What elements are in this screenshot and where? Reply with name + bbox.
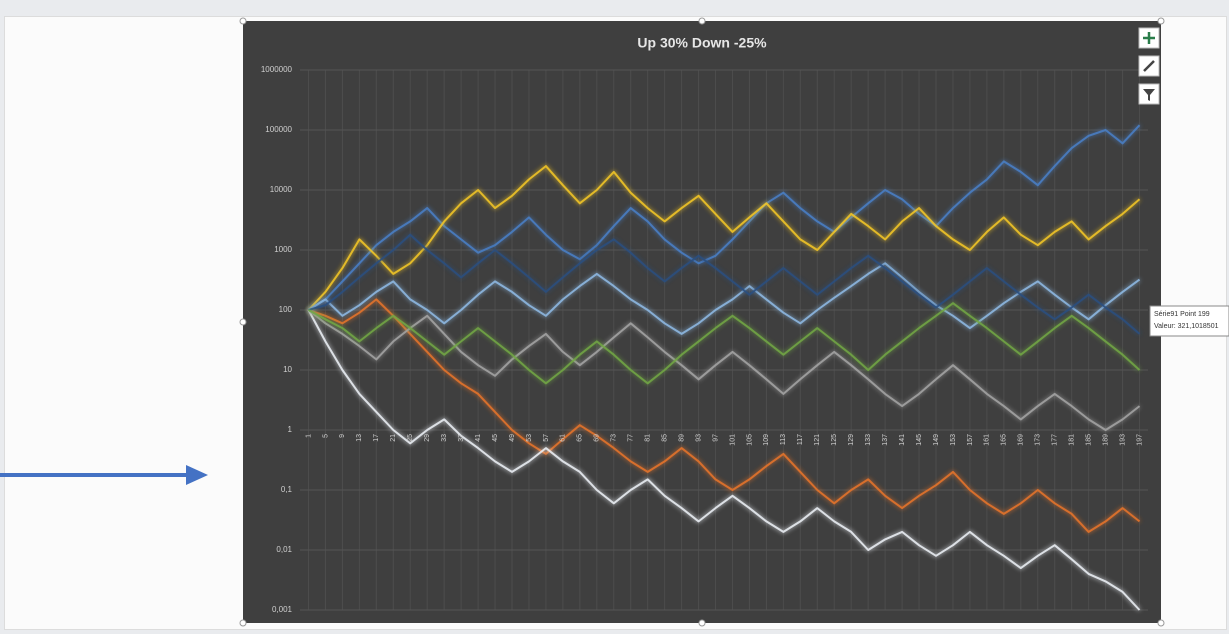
x-tick-label: 53	[526, 434, 533, 442]
x-tick-label: 97	[712, 434, 719, 442]
x-tick-label: 105	[746, 434, 753, 446]
y-tick-label: 10000	[270, 185, 293, 194]
filter-icon	[1143, 89, 1155, 101]
x-tick-label: 197	[1136, 434, 1143, 446]
x-tick-label: 37	[458, 434, 465, 442]
x-tick-label: 57	[543, 434, 550, 442]
y-tick-label: 100	[279, 305, 293, 314]
x-tick-label: 165	[1001, 434, 1008, 446]
tooltip-line: Série91 Point 199	[1154, 311, 1210, 318]
x-tick-label: 133	[865, 434, 872, 446]
x-tick-label: 77	[628, 434, 635, 442]
tooltip-box	[1149, 305, 1229, 337]
series-line	[308, 302, 1141, 385]
x-tick-label: 193	[1119, 434, 1126, 446]
x-tick-label: 153	[950, 434, 957, 446]
y-tick-label: 1000	[274, 245, 292, 254]
x-tick-label: 169	[1018, 434, 1025, 446]
x-tick-label: 129	[848, 434, 855, 446]
x-tick-label: 145	[916, 434, 923, 446]
x-tick-label: 29	[424, 434, 431, 442]
x-tick-label: 173	[1035, 434, 1042, 446]
x-tick-label: 181	[1069, 434, 1076, 446]
y-tick-label: 0,01	[276, 545, 292, 554]
x-tick-label: 93	[695, 434, 702, 442]
x-tick-label: 81	[645, 434, 652, 442]
x-tick-label: 161	[984, 434, 991, 446]
x-tick-label: 149	[933, 434, 940, 446]
x-tick-label: 109	[763, 434, 770, 446]
series-line	[307, 309, 1141, 431]
y-tick-label: 100000	[265, 125, 292, 134]
x-tick-label: 41	[475, 434, 482, 442]
chart-title: Up 30% Down -25%	[637, 35, 767, 51]
x-tick-label: 121	[814, 434, 821, 446]
x-tick-label: 61	[560, 434, 567, 442]
x-tick-label: 117	[797, 434, 804, 445]
x-tick-label: 5	[322, 434, 329, 438]
x-tick-label: 33	[441, 434, 448, 442]
series-line	[307, 309, 1141, 611]
y-tick-label: 1000000	[261, 65, 293, 74]
x-tick-label: 49	[509, 434, 516, 442]
series-line	[307, 262, 1141, 335]
x-tick-label: 157	[967, 434, 974, 446]
x-tick-label: 45	[492, 434, 499, 442]
x-tick-label: 25	[407, 434, 414, 442]
series-line	[307, 165, 1141, 311]
x-tick-label: 141	[899, 434, 906, 446]
x-tick-label: 177	[1052, 434, 1059, 446]
plus-icon	[1143, 32, 1155, 44]
y-tick-label: 0,1	[281, 485, 293, 494]
arrow	[0, 465, 208, 485]
x-tick-label: 69	[594, 434, 601, 442]
x-tick-label: 189	[1102, 434, 1109, 446]
y-tick-label: 1	[288, 425, 293, 434]
x-tick-label: 1	[305, 434, 312, 438]
x-tick-label: 125	[831, 434, 838, 446]
x-tick-label: 85	[661, 434, 668, 442]
x-tick-label: 185	[1085, 434, 1092, 446]
x-tick-label: 89	[678, 434, 685, 442]
x-tick-label: 137	[882, 434, 889, 446]
x-tick-label: 73	[611, 434, 618, 442]
tooltip: Série91 Point 199 Valeur: 321,1018501	[1149, 305, 1229, 337]
plot-area: 0,001 0,01 0,1 1 10 100 1000 10000 100000 1000000…	[261, 65, 1148, 614]
series-line	[308, 298, 1141, 533]
y-tick-label: 0,001	[272, 605, 293, 614]
chart-area[interactable]	[243, 21, 1161, 623]
x-tick-label: 17	[373, 434, 380, 442]
chart-buttons	[1138, 27, 1160, 105]
x-tick-label: 13	[356, 434, 363, 442]
brush-icon	[1143, 60, 1155, 72]
x-tick-label: 101	[729, 434, 736, 446]
x-tick-label: 65	[577, 434, 584, 442]
x-tick-label: 9	[339, 434, 346, 438]
y-tick-label: 10	[283, 365, 292, 374]
series-line	[308, 233, 1141, 335]
x-tick-label: 21	[390, 434, 397, 442]
series-line	[307, 124, 1141, 311]
x-tick-label: 113	[780, 434, 787, 445]
tooltip-line: Valeur: 321,1018501	[1154, 323, 1219, 330]
